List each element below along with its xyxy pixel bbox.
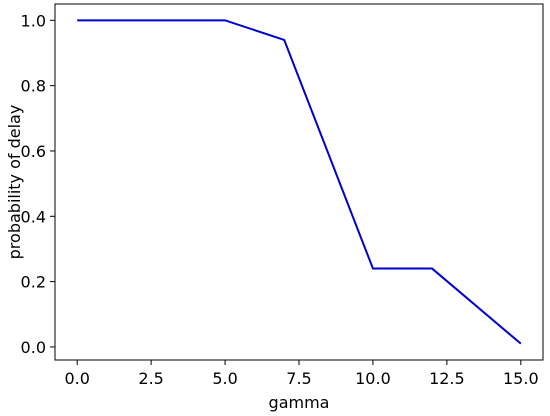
x-tick-label: 12.5 (429, 369, 465, 388)
y-tick-label: 0.4 (21, 207, 46, 226)
x-tick-label: 0.0 (64, 369, 89, 388)
x-tick-label: 10.0 (355, 369, 391, 388)
x-tick-label: 5.0 (212, 369, 237, 388)
plot-frame (54, 3, 544, 361)
x-tick-label: 2.5 (138, 369, 163, 388)
y-tick-label: 0.6 (21, 142, 46, 161)
line (77, 19, 522, 345)
y-tick-label: 1.0 (21, 11, 46, 30)
y-tick-label: 0.2 (21, 273, 46, 292)
x-axis-label: gamma (269, 393, 330, 412)
y-tick-label: 0.0 (21, 338, 46, 357)
y-tick-label: 0.8 (21, 77, 46, 96)
x-tick-label: 7.5 (286, 369, 311, 388)
x-tick-label: 15.0 (503, 369, 539, 388)
y-axis-label: probability of delay (5, 105, 24, 260)
